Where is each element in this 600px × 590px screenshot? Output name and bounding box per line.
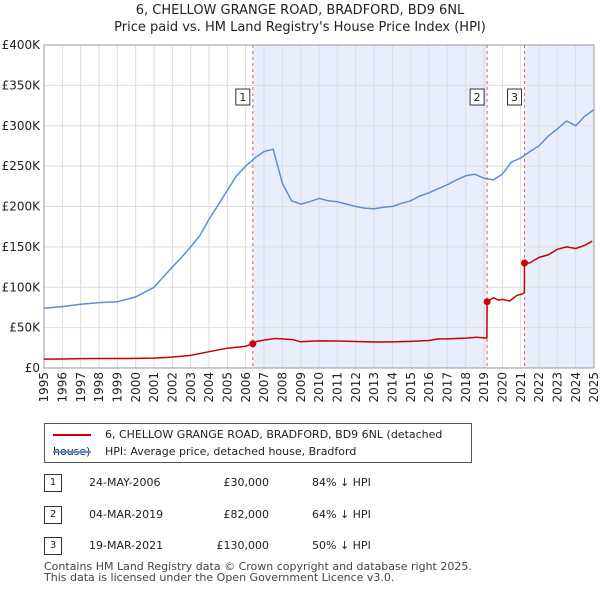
legend-item-hpi: HPI: Average price, detached house, Brad…	[53, 443, 356, 460]
x-tick-label: 1995	[37, 372, 51, 403]
y-tick-label: £300K	[2, 119, 42, 133]
sale-price: £130,000	[216, 539, 270, 552]
x-tick-label: 2006	[239, 372, 253, 403]
sale-date: 04-MAR-2019	[89, 508, 164, 521]
sale-marker-label: 2	[474, 91, 481, 104]
chart-title-line2: Price paid vs. HM Land Registry's House …	[114, 20, 486, 35]
sale-number-badge: 3	[44, 537, 62, 555]
x-tick-label: 2000	[129, 372, 143, 403]
legend-label-hpi: HPI: Average price, detached house, Brad…	[105, 445, 357, 458]
sale-marker-box: 3	[507, 88, 523, 106]
price-chart: 1 2 3 £0 £50K £100K £150K £200K £250K £300K £350K…	[2, 38, 600, 403]
x-tick-label: 2023	[551, 372, 565, 403]
sale-number-badge: 1	[44, 474, 62, 492]
sale-hpi-diff: 64% ↓ HPI	[312, 508, 371, 521]
series-lines	[43, 108, 595, 360]
y-tick-label: £350K	[2, 78, 42, 92]
x-tick-label: 2022	[532, 372, 546, 403]
sale-marker-box: 1	[235, 88, 251, 106]
y-tick-label: £150K	[2, 240, 42, 254]
sale-marker-boxes: 1 2 3	[235, 88, 523, 106]
y-tick-label: £50K	[9, 321, 41, 335]
x-tick-label: 2016	[422, 372, 436, 403]
sale-marker-label: 3	[511, 91, 518, 104]
y-tick-label: £0	[25, 361, 40, 375]
x-tick-label: 2004	[202, 372, 216, 403]
sale-number-badge: 2	[44, 506, 62, 524]
x-tick-label: 2025	[587, 372, 600, 403]
x-tick-label: 2009	[294, 372, 308, 403]
legend-swatch-property	[53, 434, 91, 436]
sale-hpi-diff: 84% ↓ HPI	[312, 476, 371, 489]
plot-area	[43, 44, 595, 369]
y-tick-label: £400K	[2, 38, 42, 52]
y-tick-label: £100K	[2, 280, 42, 294]
chart-gridlines	[43, 44, 595, 369]
sale-points	[249, 259, 529, 348]
legend-swatch-hpi	[53, 451, 91, 453]
x-tick-label: 2005	[221, 372, 235, 403]
x-tick-label: 2017	[441, 372, 455, 403]
x-tick-label: 2013	[367, 372, 381, 403]
sale-marker-box-frame	[507, 88, 523, 106]
hpi-series-line	[43, 108, 595, 309]
sale-hpi-diff: 50% ↓ HPI	[312, 539, 371, 552]
footer-line1: Contains HM Land Registry data © Crown c…	[44, 560, 472, 573]
x-tick-label: 2002	[166, 372, 180, 403]
x-axis-ticks: 1995 1996 1997 1998 1999 2000 2001 2002 2003 2004…	[37, 372, 600, 403]
x-tick-label: 2007	[257, 372, 271, 403]
x-tick-label: 2003	[184, 372, 198, 403]
x-tick-label: 2012	[349, 372, 363, 403]
x-tick-label: 2010	[312, 372, 326, 403]
x-tick-label: 2024	[569, 372, 583, 403]
x-tick-label: 2015	[404, 372, 418, 403]
chart-title-line1: 6, CHELLOW GRANGE ROAD, BRADFORD, BD9 6N…	[135, 3, 465, 18]
footer-attribution: Contains HM Land Registry data © Crown c…	[44, 561, 472, 583]
x-tick-label: 2021	[514, 372, 528, 403]
x-tick-label: 1999	[111, 372, 125, 403]
chart-title: 6, CHELLOW GRANGE ROAD, BRADFORD, BD9 6N…	[0, 2, 600, 36]
x-tick-label: 2020	[496, 372, 510, 403]
legend-item-property: 6, CHELLOW GRANGE ROAD, BRADFORD, BD9 6N…	[53, 426, 471, 458]
x-tick-label: 1996	[56, 372, 70, 403]
sale-point	[249, 340, 257, 348]
legend: 6, CHELLOW GRANGE ROAD, BRADFORD, BD9 6N…	[44, 423, 472, 463]
property-series-line	[43, 240, 593, 360]
sale-point	[521, 259, 529, 267]
x-tick-label: 2008	[276, 372, 290, 403]
sale-marker-box-frame	[469, 88, 485, 106]
x-tick-label: 1998	[92, 372, 106, 403]
sale-point	[483, 298, 491, 306]
sale-price: £82,000	[223, 508, 270, 521]
sale-marker-label: 1	[239, 91, 246, 104]
x-tick-label: 2018	[459, 372, 473, 403]
legend-label-property: 6, CHELLOW GRANGE ROAD, BRADFORD, BD9 6N…	[53, 428, 443, 458]
sale-marker-box: 2	[469, 88, 485, 106]
x-tick-label: 2001	[147, 372, 161, 403]
x-tick-label: 2014	[386, 372, 400, 403]
sale-price: £30,000	[223, 476, 270, 489]
sale-marker-box-frame	[235, 88, 251, 106]
sale-date: 24-MAY-2006	[89, 476, 161, 489]
y-axis-ticks: £0 £50K £100K £150K £200K £250K £300K £350K £400…	[2, 38, 42, 375]
footer-line2: This data is licensed under the Open Gov…	[44, 571, 395, 584]
y-tick-label: £250K	[2, 159, 42, 173]
y-tick-label: £200K	[2, 200, 42, 214]
x-tick-label: 1997	[74, 372, 88, 403]
sale-date: 19-MAR-2021	[89, 539, 164, 552]
x-tick-label: 2019	[477, 372, 491, 403]
x-tick-label: 2011	[331, 372, 345, 403]
